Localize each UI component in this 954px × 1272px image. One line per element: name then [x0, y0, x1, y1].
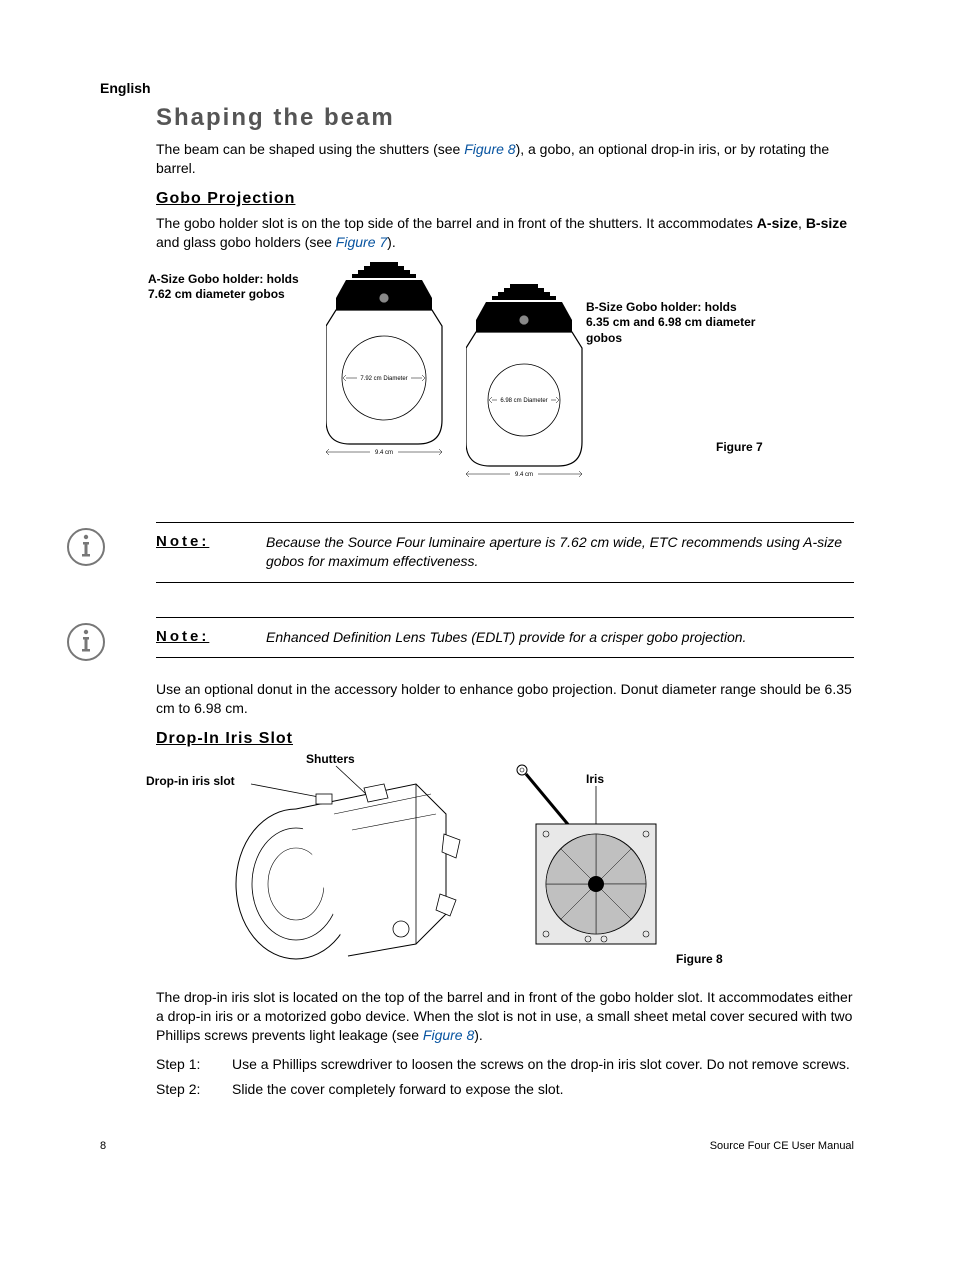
figure8-area: Shutters Drop-in iris slot Iris Figure 8 — [156, 754, 854, 984]
figure7-caption: Figure 7 — [716, 440, 763, 454]
iris-heading: Drop-In Iris Slot — [156, 730, 854, 748]
gobo-heading: Gobo Projection — [156, 190, 854, 208]
note-label-2: Note: — [156, 628, 266, 648]
gobo-text-a: The gobo holder slot is on the top side … — [156, 215, 757, 231]
note-text-1: Because the Source Four luminaire apertu… — [266, 533, 854, 572]
intro-text-a: The beam can be shaped using the shutter… — [156, 141, 464, 157]
figure7-link[interactable]: Figure 7 — [336, 234, 387, 250]
info-icon — [66, 527, 106, 567]
gobo-text-b: and glass gobo holders (see — [156, 234, 336, 250]
step2-text: Slide the cover completely forward to ex… — [232, 1080, 564, 1099]
step-1: Step 1: Use a Phillips screwdriver to lo… — [156, 1055, 854, 1074]
b-width-text: 9.4 cm — [515, 472, 533, 478]
figure7-area: A-Size Gobo holder: holds 7.62 cm diamet… — [156, 262, 854, 492]
steps-list: Step 1: Use a Phillips screwdriver to lo… — [156, 1055, 854, 1099]
step1-text: Use a Phillips screwdriver to loosen the… — [232, 1055, 850, 1074]
step-2: Step 2: Slide the cover completely forwa… — [156, 1080, 854, 1099]
gobo-sep: , — [798, 215, 806, 231]
b-holder-label: B-Size Gobo holder: holds 6.35 cm and 6.… — [586, 300, 756, 347]
note-text-2: Enhanced Definition Lens Tubes (EDLT) pr… — [266, 628, 746, 648]
footer-title: Source Four CE User Manual — [710, 1140, 854, 1152]
language-label: English — [100, 80, 854, 96]
a-width-text: 9.4 cm — [375, 450, 393, 456]
gobo-bsize: B-size — [806, 215, 847, 231]
gobo-asize: A-size — [757, 215, 798, 231]
info-icon — [66, 622, 106, 662]
note-label-1: Note: — [156, 533, 266, 572]
intro-paragraph: The beam can be shaped using the shutter… — [156, 140, 854, 178]
figure8-link-2[interactable]: Figure 8 — [423, 1027, 474, 1043]
gobo-holder-b-svg: 6.98 cm Diameter 9.4 cm — [466, 284, 596, 494]
b-diameter-text: 6.98 cm Diameter — [500, 398, 547, 404]
a-holder-label: A-Size Gobo holder: holds 7.62 cm diamet… — [148, 272, 318, 303]
page-number: 8 — [100, 1140, 106, 1152]
iris-svg — [516, 764, 676, 964]
step2-label: Step 2: — [156, 1080, 232, 1099]
iris-paragraph: The drop-in iris slot is located on the … — [156, 988, 854, 1045]
iris-text-b: ). — [474, 1027, 483, 1043]
step1-label: Step 1: — [156, 1055, 232, 1074]
gobo-text-c: ). — [387, 234, 396, 250]
iris-text-a: The drop-in iris slot is located on the … — [156, 989, 853, 1043]
figure8-caption: Figure 8 — [676, 952, 723, 966]
gobo-holder-a-svg: 7.92 cm Diameter 9.4 cm — [326, 262, 456, 472]
figure8-link[interactable]: Figure 8 — [464, 141, 515, 157]
donut-paragraph: Use an optional donut in the accessory h… — [156, 680, 854, 718]
page-footer: 8 Source Four CE User Manual — [100, 1140, 854, 1152]
note-block-1: Note: Because the Source Four luminaire … — [156, 522, 854, 583]
gobo-paragraph: The gobo holder slot is on the top side … — [156, 214, 854, 252]
section-heading-shaping: Shaping the beam — [156, 104, 854, 132]
barrel-svg — [216, 764, 476, 974]
note-block-2: Note: Enhanced Definition Lens Tubes (ED… — [156, 617, 854, 659]
a-diameter-text: 7.92 cm Diameter — [360, 376, 407, 382]
